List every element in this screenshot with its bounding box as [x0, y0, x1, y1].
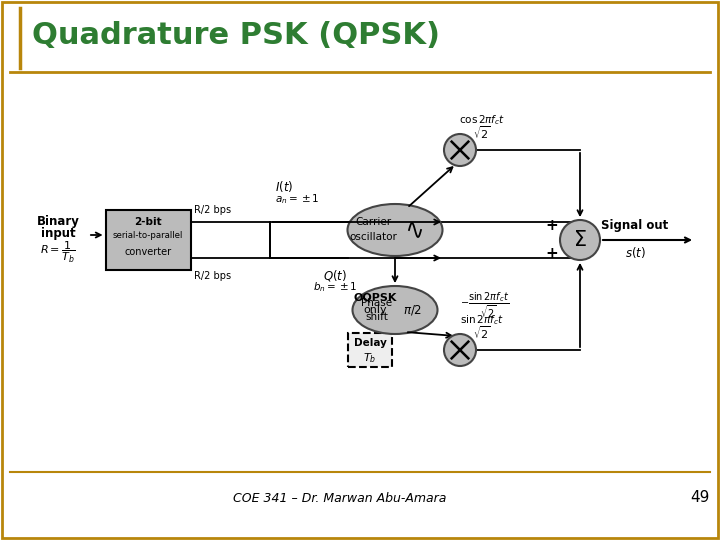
Text: $\sin 2\pi f_c t$: $\sin 2\pi f_c t$ — [460, 313, 504, 327]
Text: 49: 49 — [690, 490, 710, 505]
Text: $s(t)$: $s(t)$ — [624, 245, 645, 260]
Text: +: + — [546, 219, 559, 233]
Ellipse shape — [353, 286, 438, 334]
Text: Signal out: Signal out — [601, 219, 669, 233]
Text: $R = \dfrac{1}{T_b}$: $R = \dfrac{1}{T_b}$ — [40, 239, 76, 265]
Text: converter: converter — [125, 247, 171, 257]
Text: COE 341 – Dr. Marwan Abu-Amara: COE 341 – Dr. Marwan Abu-Amara — [233, 491, 446, 504]
Text: only: only — [363, 305, 387, 315]
Text: $T_b$: $T_b$ — [364, 351, 377, 365]
Text: $b_n = \pm 1$: $b_n = \pm 1$ — [312, 280, 357, 294]
Text: +: + — [546, 246, 559, 261]
Text: oscillator: oscillator — [349, 232, 397, 242]
Ellipse shape — [348, 204, 443, 256]
Text: $\sqrt{2}$: $\sqrt{2}$ — [473, 325, 491, 341]
Text: $\pi/2$: $\pi/2$ — [403, 303, 423, 317]
Text: $\cos 2\pi f_c t$: $\cos 2\pi f_c t$ — [459, 113, 505, 127]
Text: Delay: Delay — [354, 338, 387, 348]
Text: R/2 bps: R/2 bps — [194, 205, 230, 215]
Text: Carrier: Carrier — [355, 217, 391, 227]
Text: $\Sigma$: $\Sigma$ — [573, 230, 587, 250]
Text: $I(t)$: $I(t)$ — [275, 179, 293, 194]
Text: OQPSK: OQPSK — [354, 293, 397, 303]
Text: serial-to-parallel: serial-to-parallel — [113, 232, 183, 240]
Text: Quadrature PSK (QPSK): Quadrature PSK (QPSK) — [32, 21, 440, 50]
Circle shape — [444, 134, 476, 166]
Text: 2-bit: 2-bit — [134, 217, 162, 227]
Text: $\sqrt{2}$: $\sqrt{2}$ — [473, 125, 491, 141]
Text: Phase: Phase — [361, 298, 392, 308]
Circle shape — [560, 220, 600, 260]
FancyBboxPatch shape — [348, 333, 392, 367]
Circle shape — [444, 334, 476, 366]
Text: Binary: Binary — [37, 215, 79, 228]
Text: shift: shift — [366, 312, 388, 322]
Text: $Q(t)$: $Q(t)$ — [323, 268, 347, 283]
Text: R/2 bps: R/2 bps — [194, 271, 230, 281]
Text: $a_n = \pm 1$: $a_n = \pm 1$ — [275, 192, 320, 206]
FancyBboxPatch shape — [106, 210, 191, 270]
Text: input: input — [41, 227, 76, 240]
Text: $-\dfrac{\sin 2\pi f_c t}{\sqrt{2}}$: $-\dfrac{\sin 2\pi f_c t}{\sqrt{2}}$ — [460, 291, 510, 320]
